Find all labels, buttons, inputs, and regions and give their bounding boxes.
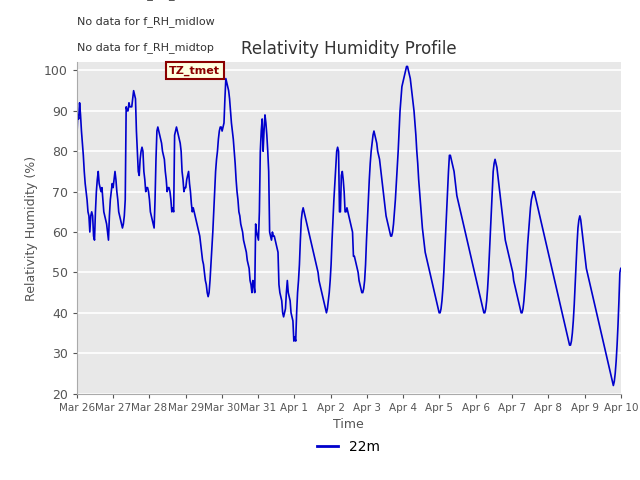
Text: TZ_tmet: TZ_tmet [169, 66, 220, 76]
Text: No data for f_RH_midtop: No data for f_RH_midtop [77, 43, 214, 53]
Title: Relativity Humidity Profile: Relativity Humidity Profile [241, 40, 456, 58]
Y-axis label: Relativity Humidity (%): Relativity Humidity (%) [26, 156, 38, 300]
Legend: 22m: 22m [312, 434, 386, 459]
X-axis label: Time: Time [333, 418, 364, 431]
Text: No data for f_RH_midlow: No data for f_RH_midlow [77, 16, 214, 27]
